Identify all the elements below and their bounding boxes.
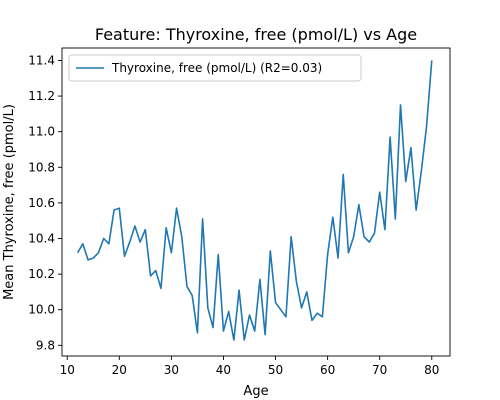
chart-title: Feature: Thyroxine, free (pmol/L) vs Age	[95, 25, 417, 44]
legend-label: Thyroxine, free (pmol/L) (R2=0.03)	[111, 61, 322, 75]
x-tick-label: 60	[320, 363, 335, 377]
y-tick-label: 10.0	[28, 303, 55, 317]
x-axis-label: Age	[243, 384, 268, 399]
legend: Thyroxine, free (pmol/L) (R2=0.03)	[68, 54, 362, 82]
y-tick-label: 11.2	[28, 89, 55, 103]
x-tick-label: 10	[60, 363, 75, 377]
x-tick-label: 80	[424, 363, 439, 377]
x-tick-label: 70	[372, 363, 387, 377]
plot-area: 10 20 30 40 50 60 70 80 9.8 10.0 10.2 10.4 10.6 10.8 1…	[28, 47, 451, 377]
legend-box	[68, 54, 362, 82]
y-tick-label: 11.0	[28, 125, 55, 139]
series-line-0	[76, 60, 433, 341]
y-tick-label: 10.8	[28, 160, 55, 174]
x-tick-label: 20	[112, 363, 127, 377]
x-tick-label: 30	[164, 363, 179, 377]
x-tick-label: 40	[216, 363, 231, 377]
x-tick-label: 50	[268, 363, 283, 377]
y-tick-label: 10.2	[28, 267, 55, 281]
y-tick-label: 10.4	[28, 231, 55, 245]
y-tick-label: 10.6	[28, 196, 55, 210]
y-tick-label: 9.8	[36, 338, 55, 352]
y-axis-label: Mean Thyroxine, free (pmol/L)	[2, 104, 17, 300]
axes-frame	[61, 47, 451, 357]
y-tick-label: 11.4	[28, 53, 55, 67]
